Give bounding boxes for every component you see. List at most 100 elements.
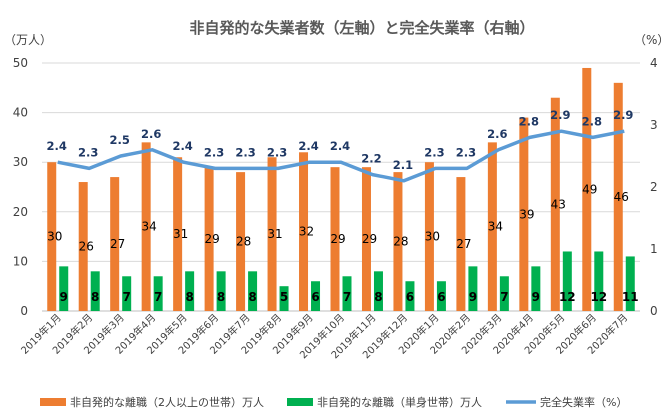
bar-single xyxy=(342,276,352,311)
left-tick-label: 40 xyxy=(13,106,28,120)
bar-household xyxy=(267,157,277,311)
label-single: 8 xyxy=(91,290,99,304)
label-rate: 2.1 xyxy=(393,158,413,172)
label-household: 29 xyxy=(204,232,219,246)
bar-household xyxy=(110,177,120,311)
bar-single xyxy=(90,271,100,311)
label-single: 11 xyxy=(622,290,639,304)
label-single: 9 xyxy=(532,290,540,304)
bar-single xyxy=(279,286,289,311)
label-single: 7 xyxy=(500,290,508,304)
label-rate: 2.3 xyxy=(78,145,98,159)
label-household: 43 xyxy=(551,197,566,211)
bar-single xyxy=(311,281,321,311)
label-household: 30 xyxy=(425,230,440,244)
label-rate: 2.3 xyxy=(456,145,476,159)
label-household: 34 xyxy=(142,220,157,234)
rate-line xyxy=(57,129,625,183)
bar-single xyxy=(59,266,69,311)
bar-single xyxy=(594,251,604,311)
bar-single xyxy=(436,281,446,311)
left-tick-label: 10 xyxy=(13,254,28,268)
left-tick-label: 20 xyxy=(13,205,28,219)
label-household: 46 xyxy=(614,190,629,204)
label-single: 8 xyxy=(185,290,193,304)
bar-single xyxy=(373,271,383,311)
bar-household xyxy=(456,177,466,311)
bar-household xyxy=(424,162,434,311)
label-household: 31 xyxy=(173,227,188,241)
bar-household xyxy=(236,172,246,311)
label-household: 28 xyxy=(236,235,251,249)
left-tick-label: 30 xyxy=(13,155,28,169)
label-household: 26 xyxy=(79,240,94,254)
label-single: 7 xyxy=(154,290,162,304)
label-single: 6 xyxy=(406,290,414,304)
label-household: 29 xyxy=(362,232,377,246)
label-rate: 2.4 xyxy=(172,139,192,153)
label-rate: 2.8 xyxy=(582,114,602,128)
bar-household xyxy=(330,167,340,311)
label-single: 6 xyxy=(437,290,445,304)
label-household: 29 xyxy=(330,232,345,246)
bar-single xyxy=(248,271,258,311)
data-labels: 30 9 26 8 27 7 34 7 31 8 29 8 28 8 31 5 32 6 29 7 29 8 28 6 30 6 2… xyxy=(47,108,639,304)
right-tick-label: 3 xyxy=(650,118,658,132)
bar-household xyxy=(204,167,214,311)
label-rate: 2.9 xyxy=(550,108,570,122)
right-tick-label: 1 xyxy=(650,242,658,256)
bar-single xyxy=(405,281,415,311)
label-household: 27 xyxy=(110,237,125,251)
label-household: 30 xyxy=(47,230,62,244)
label-household: 49 xyxy=(582,182,597,196)
label-rate: 2.3 xyxy=(235,145,255,159)
bar-single xyxy=(562,251,572,311)
label-household: 31 xyxy=(267,227,282,241)
bar-household xyxy=(519,117,529,311)
bar-household xyxy=(78,182,88,311)
bars xyxy=(47,67,635,312)
legend-label-single: 非自発的な離職（単身世帯）万人 xyxy=(317,395,482,409)
label-single: 9 xyxy=(469,290,477,304)
legend: 非自発的な離職（2人以上の世帯）万人 非自発的な離職（単身世帯）万人 完全失業率（%… xyxy=(40,395,627,409)
bar-household xyxy=(393,172,403,311)
legend-swatch-household xyxy=(40,398,66,406)
label-rate: 2.2 xyxy=(361,152,381,166)
label-single: 7 xyxy=(343,290,351,304)
label-household: 39 xyxy=(519,207,534,221)
bar-single xyxy=(499,276,509,311)
bar-household xyxy=(582,67,592,312)
bar-household xyxy=(47,162,57,311)
right-tick-label: 2 xyxy=(650,180,658,194)
bar-household xyxy=(613,82,623,311)
bar-household xyxy=(361,167,371,311)
label-rate: 2.5 xyxy=(109,133,129,147)
left-axis-unit: （万人） xyxy=(4,33,52,47)
right-tick-label: 4 xyxy=(650,56,658,70)
left-axis-ticks: 0 10 20 30 40 50 xyxy=(13,56,28,318)
label-household: 32 xyxy=(299,225,314,239)
bar-household xyxy=(173,157,183,311)
left-tick-label: 50 xyxy=(13,56,28,70)
label-rate: 2.4 xyxy=(330,139,350,153)
label-household: 28 xyxy=(393,235,408,249)
right-tick-label: 0 xyxy=(650,304,658,318)
legend-label-rate: 完全失業率（%） xyxy=(540,395,627,409)
bar-single xyxy=(468,266,478,311)
label-rate: 2.6 xyxy=(487,127,507,141)
label-single: 5 xyxy=(280,290,288,304)
label-rate: 2.3 xyxy=(424,145,444,159)
label-rate: 2.6 xyxy=(141,127,161,141)
bar-single xyxy=(122,276,132,311)
label-single: 8 xyxy=(248,290,256,304)
bar-household xyxy=(299,152,309,311)
label-single: 8 xyxy=(374,290,382,304)
label-rate: 2.4 xyxy=(47,139,67,153)
gridlines xyxy=(42,62,640,312)
label-rate: 2.3 xyxy=(267,145,287,159)
legend-swatch-single xyxy=(287,398,313,406)
label-single: 7 xyxy=(123,290,131,304)
label-rate: 2.8 xyxy=(519,114,539,128)
